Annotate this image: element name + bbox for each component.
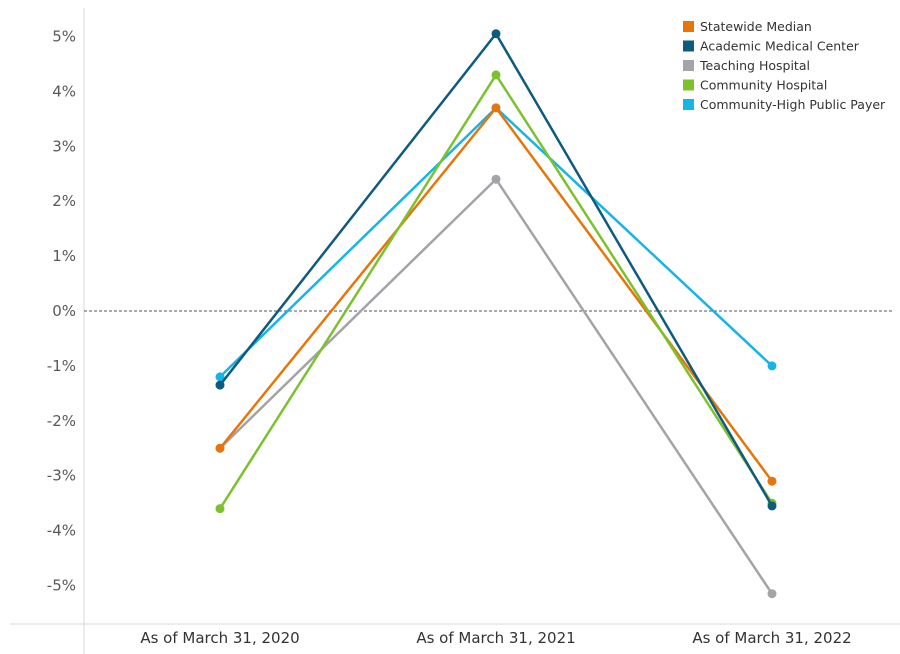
y-tick-label: -1% [47,357,76,375]
y-tick-label: -4% [47,522,76,540]
data-point[interactable] [215,380,225,390]
legend-swatch [683,21,694,32]
data-point[interactable] [215,372,225,382]
series-line [219,177,774,595]
legend-item[interactable]: Community-High Public Payer [683,97,886,112]
legend-label: Academic Medical Center [700,39,860,54]
series-line [218,73,774,510]
data-point[interactable] [491,103,501,113]
series-statewide-median [215,103,777,486]
legend-label: Teaching Hospital [699,58,810,73]
data-point[interactable] [767,501,777,511]
legend-item[interactable]: Teaching Hospital [683,58,810,73]
legend-label: Community-High Public Payer [700,97,886,112]
x-category-label: As of March 31, 2021 [416,629,575,647]
data-point[interactable] [767,589,777,599]
legend-swatch [683,40,694,52]
data-point[interactable] [491,70,501,80]
y-tick-label: -3% [47,467,76,485]
y-tick-label: 4% [52,82,76,100]
x-axis-category-labels: As of March 31, 2020 As of March 31, 2021… [140,629,851,647]
data-point[interactable] [767,361,777,371]
legend: Statewide Median Academic Medical Center T… [683,19,886,112]
y-tick-label: -2% [47,412,76,430]
data-point[interactable] [215,504,225,514]
y-tick-label: 2% [52,192,76,210]
x-category-label: As of March 31, 2022 [692,629,851,647]
legend-item[interactable]: Academic Medical Center [683,39,860,54]
data-point[interactable] [215,443,225,453]
y-tick-label: 0% [52,302,76,320]
legend-item[interactable]: Community Hospital [683,78,827,93]
chart-axes [10,8,900,654]
data-point[interactable] [491,29,501,39]
data-point[interactable] [491,174,501,184]
y-tick-label: -5% [47,577,76,595]
series-line [219,106,773,378]
y-tick-label: 3% [52,137,76,155]
series-community-high-public-payer [215,103,777,382]
y-axis-tick-labels: 5% 4% 3% 2% 1% 0% -1% -2% -3% -4% -5% [47,28,76,595]
legend-label: Community Hospital [700,78,827,93]
legend-item[interactable]: Statewide Median [683,19,812,34]
data-point[interactable] [767,476,777,486]
series-lines [215,29,777,599]
x-category-label: As of March 31, 2020 [140,629,299,647]
legend-swatch [683,99,694,110]
legend-swatch [683,79,694,91]
y-tick-label: 1% [52,247,76,265]
legend-swatch [683,60,694,71]
series-teaching-hospital [215,174,777,599]
y-tick-label: 5% [52,28,76,46]
legend-label: Statewide Median [700,19,812,34]
series-academic-medical-center [215,29,777,511]
